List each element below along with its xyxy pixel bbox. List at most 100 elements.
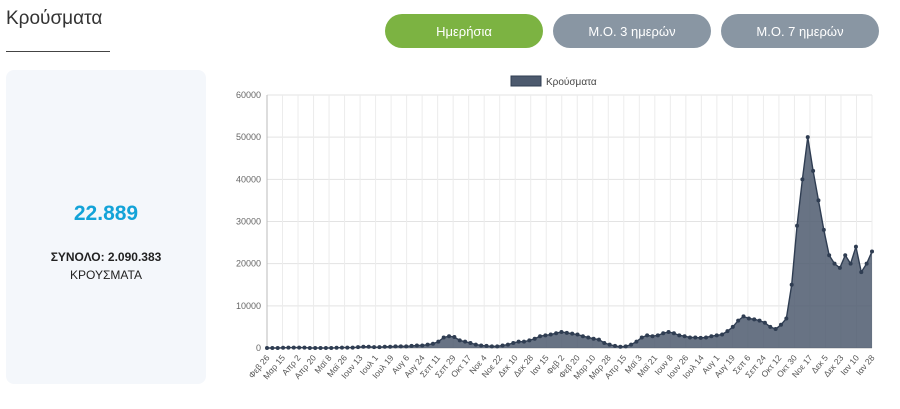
data-point [361,344,366,349]
data-point [784,316,789,321]
data-point [832,261,837,266]
data-point [463,339,468,344]
daily-button[interactable]: Ημερήσια [385,14,543,48]
data-point [661,331,666,336]
data-point [393,344,398,349]
data-point [511,340,516,345]
data-point [532,336,537,341]
data-point [323,346,328,350]
data-point [286,345,291,350]
data-point [382,344,387,349]
data-point [356,345,361,350]
data-point [687,335,692,340]
data-point [800,177,805,182]
data-point [837,265,842,270]
data-point [281,345,286,350]
y-tick-label: 50000 [236,132,261,142]
data-point [811,168,816,173]
data-point [586,335,591,340]
data-point [307,346,312,350]
data-point [457,338,462,343]
data-point [521,339,526,344]
data-point [313,346,318,350]
data-point [741,314,746,319]
data-point [789,282,794,287]
data-point [709,334,714,339]
total-cases-unit: ΚΡΟΥΣΜΑΤΑ [70,268,142,282]
data-point [468,340,473,345]
data-point [843,253,848,258]
data-point [591,336,596,341]
data-point [848,261,853,266]
data-point [559,329,564,334]
data-point [275,346,280,350]
data-point [516,339,521,344]
data-point [682,334,687,339]
data-point [548,332,553,337]
data-point [666,329,671,334]
y-tick-label: 40000 [236,174,261,184]
total-cases: ΣΥΝΟΛΟ: 2.090.383 [50,250,162,264]
data-point [527,338,532,343]
data-point [773,327,778,332]
data-point [420,343,425,348]
moving-average-3-button[interactable]: Μ.Ο. 3 ημερών [553,14,711,48]
daily-cases-value: 22.889 [73,202,139,225]
data-point [484,343,489,348]
data-point [473,342,478,347]
data-point [452,335,457,340]
data-point [436,339,441,344]
summary-card: 22.889 ΣΥΝΟΛΟ: 2.090.383 ΚΡΟΥΣΜΑΤΑ [6,70,206,384]
data-point [645,333,650,338]
data-point [596,337,601,342]
data-point [570,331,575,336]
data-point [580,334,585,339]
data-point [505,342,510,347]
data-point [409,343,414,348]
data-point [698,335,703,340]
data-point [602,340,607,345]
data-point [350,345,355,350]
title-underline [6,51,110,52]
data-point [725,329,730,334]
data-point [859,270,864,275]
data-point [345,345,350,350]
data-point [500,343,505,348]
legend-swatch [510,75,542,87]
data-point [366,344,371,349]
y-tick-label: 30000 [236,217,261,227]
data-point [441,335,446,340]
data-point [821,227,826,232]
data-point [318,346,323,350]
data-point [489,344,494,349]
data-point [564,330,569,335]
legend-label: Κρούσματα [546,76,597,88]
data-point [297,345,302,350]
data-point [265,346,269,350]
y-tick-label: 20000 [236,259,261,269]
moving-average-7-button[interactable]: Μ.Ο. 7 ημερών [721,14,879,48]
data-point [795,223,800,228]
data-point [618,344,623,349]
data-point [329,346,334,350]
data-point [746,316,751,321]
data-point [853,244,858,249]
y-tick-label: 60000 [236,90,261,100]
data-point [377,345,382,350]
data-point [639,335,644,340]
data-point [575,332,580,337]
data-point [270,346,275,350]
data-point [870,249,874,254]
data-point [736,318,741,323]
data-point [430,341,435,346]
data-point [634,339,639,344]
series-area [267,137,872,348]
data-point [404,344,409,349]
data-point [714,333,719,338]
data-point [414,343,419,348]
data-point [388,344,393,349]
data-point [757,318,762,323]
data-point [425,342,430,347]
data-point [816,198,821,203]
